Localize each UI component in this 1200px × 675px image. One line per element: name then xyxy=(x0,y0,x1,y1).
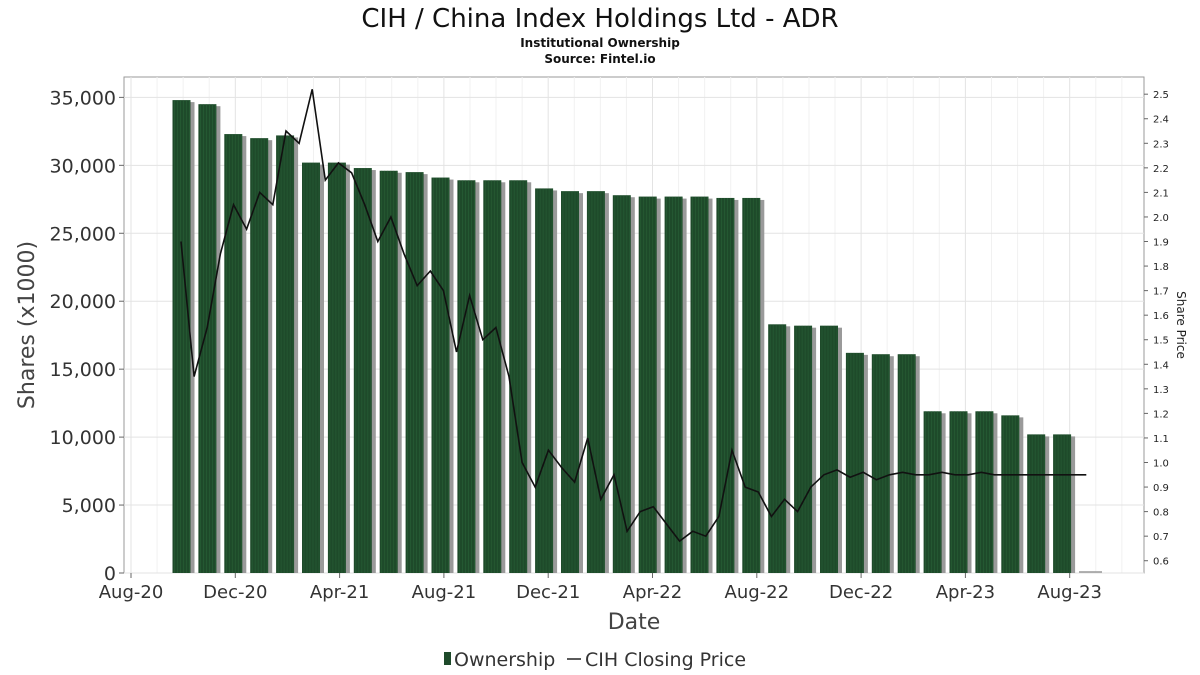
ownership-bar xyxy=(586,191,605,573)
y2-tick-label: 2.5 xyxy=(1153,90,1169,101)
ownership-bar xyxy=(794,325,813,573)
y-tick-label: 20,000 xyxy=(50,291,116,313)
x-tick-label: Aug-22 xyxy=(725,582,790,603)
ownership-bar xyxy=(327,162,346,573)
ownership-bar xyxy=(250,138,269,573)
ownership-bar xyxy=(923,411,942,573)
ownership-bar xyxy=(172,100,191,573)
ownership-bar xyxy=(871,354,890,573)
ticks-layer: Aug-20 Dec-20 Apr-21 Aug-21 Dec-21 Apr-22 Aug-… xyxy=(50,87,1169,603)
ownership-bar xyxy=(845,352,864,573)
ownership-bar xyxy=(405,172,424,573)
y-tick-label: 25,000 xyxy=(50,223,116,245)
y2-tick-label: 0.8 xyxy=(1153,508,1169,519)
y2-tick-label: 2.1 xyxy=(1153,188,1169,199)
bars-layer xyxy=(172,100,1102,574)
y-tick-label: 10,000 xyxy=(50,427,116,449)
ownership-bar xyxy=(1027,434,1046,573)
ownership-bar xyxy=(820,325,838,573)
ownership-bar xyxy=(198,104,217,573)
ownership-bar xyxy=(742,197,761,574)
y2-tick-label: 0.7 xyxy=(1153,532,1169,543)
y2-tick-label: 1.5 xyxy=(1153,336,1169,347)
x-tick-label: Aug-20 xyxy=(99,582,164,603)
y2-tick-label: 1.0 xyxy=(1153,459,1169,470)
ownership-bar xyxy=(431,177,450,573)
ownership-bar xyxy=(975,411,994,573)
price-line xyxy=(180,89,1087,543)
ownership-bar xyxy=(353,168,372,573)
ownership-bar xyxy=(897,354,916,573)
y2-tick-label: 2.4 xyxy=(1153,115,1169,126)
legend-price-label: CIH Closing Price xyxy=(585,649,746,671)
y2-axis-label: Share Price xyxy=(1174,291,1188,359)
x-axis-label: Date xyxy=(608,610,661,635)
x-tick-label: Apr-21 xyxy=(310,582,369,603)
ownership-bar xyxy=(457,180,476,573)
y2-tick-label: 2.0 xyxy=(1153,213,1169,224)
legend-ownership-swatch xyxy=(444,652,451,665)
ownership-bar xyxy=(302,162,320,573)
y2-tick-label: 1.3 xyxy=(1153,385,1169,396)
ownership-bar xyxy=(716,197,735,574)
ownership-bar xyxy=(561,191,579,573)
ownership-bar xyxy=(224,134,243,573)
chart-source: Source: Fintel.io xyxy=(544,52,655,66)
y2-tick-label: 2.3 xyxy=(1153,139,1169,150)
x-tick-label: Apr-22 xyxy=(623,582,682,603)
y-tick-label: 0 xyxy=(104,563,116,585)
line-layer xyxy=(180,89,1087,543)
legend: Ownership CIH Closing Price xyxy=(444,649,746,671)
chart-title: CIH / China Index Holdings Ltd - ADR xyxy=(361,4,838,34)
ownership-bar xyxy=(768,324,787,573)
ownership-bar xyxy=(379,170,398,573)
y-axis-label: Shares (x1000) xyxy=(15,241,40,409)
x-tick-label: Aug-21 xyxy=(412,582,477,603)
ownership-bar xyxy=(664,196,683,573)
ownership-bar xyxy=(949,411,968,573)
legend-ownership-label: Ownership xyxy=(454,649,555,671)
ownership-bar xyxy=(509,180,528,573)
y2-tick-label: 1.7 xyxy=(1153,287,1169,298)
y2-tick-label: 1.1 xyxy=(1153,434,1169,445)
ownership-bar xyxy=(535,188,554,574)
y-tick-label: 35,000 xyxy=(50,87,116,109)
x-tick-label: Dec-21 xyxy=(516,582,580,603)
y2-tick-label: 0.9 xyxy=(1153,483,1169,494)
y-tick-label: 5,000 xyxy=(62,495,116,517)
y2-tick-label: 1.2 xyxy=(1153,409,1169,420)
ownership-bar xyxy=(638,196,657,573)
y-tick-label: 15,000 xyxy=(50,359,116,381)
y2-tick-label: 1.8 xyxy=(1153,262,1169,273)
y2-tick-label: 1.4 xyxy=(1153,360,1169,371)
y2-tick-label: 1.6 xyxy=(1153,311,1169,322)
y2-tick-label: 2.2 xyxy=(1153,164,1169,175)
ownership-bar xyxy=(1053,434,1072,573)
x-tick-label: Dec-22 xyxy=(829,582,893,603)
y2-tick-label: 0.6 xyxy=(1153,557,1169,568)
ownership-bar xyxy=(690,196,709,573)
x-tick-label: Dec-20 xyxy=(203,582,267,603)
y-tick-label: 30,000 xyxy=(50,155,116,177)
x-tick-label: Apr-23 xyxy=(936,582,995,603)
chart-subtitle: Institutional Ownership xyxy=(520,36,680,50)
ownership-bar xyxy=(483,180,502,573)
ownership-bar xyxy=(1001,415,1020,573)
ownership-bar xyxy=(276,135,295,574)
ownership-bar xyxy=(612,195,631,573)
x-tick-label: Aug-23 xyxy=(1037,582,1102,603)
y2-tick-label: 1.9 xyxy=(1153,238,1169,249)
